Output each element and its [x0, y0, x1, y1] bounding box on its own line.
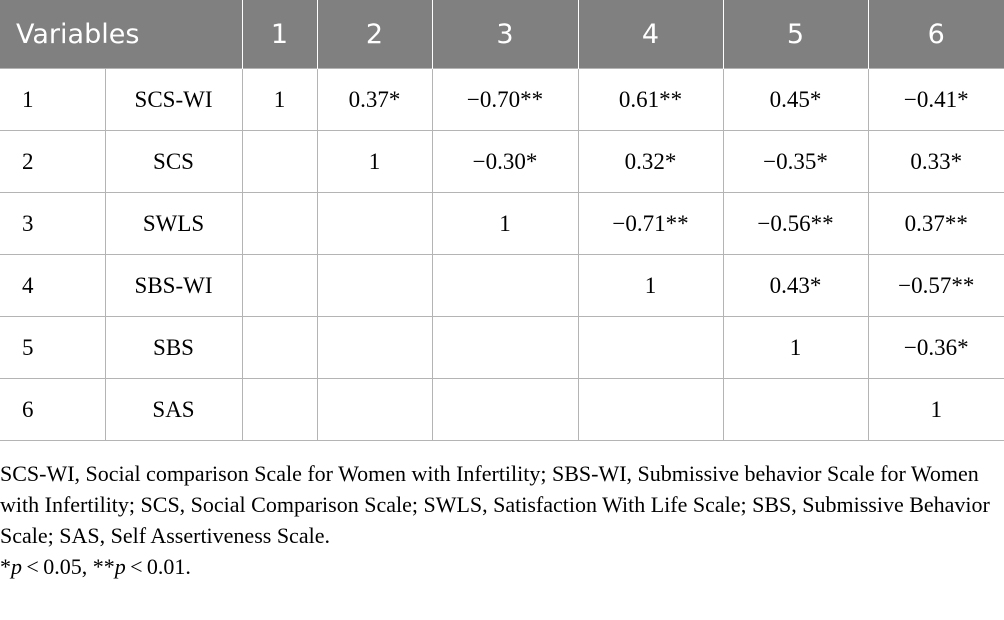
table-cell: 0.43*: [722, 254, 869, 317]
table-cell: [431, 254, 579, 317]
table-cell: −0.71**: [577, 192, 724, 255]
significance-note: *p < 0.05, **p < 0.01.: [0, 551, 990, 582]
table-cell: [431, 316, 579, 379]
table-cell: 1: [867, 378, 1004, 441]
table-cell: 0.45*: [722, 68, 869, 131]
table-row: 2 SCS 1 −0.30* 0.32* −0.35* 0.33*: [0, 130, 1004, 193]
p-symbol: p: [11, 554, 22, 579]
row-number: 2: [0, 130, 106, 193]
row-variable: SWLS: [104, 192, 243, 255]
table-cell: 0.37**: [867, 192, 1004, 255]
table-cell: [431, 378, 579, 441]
sig-star: *: [0, 554, 11, 579]
row-number: 3: [0, 192, 106, 255]
table-cell: −0.30*: [431, 130, 579, 193]
row-number: 5: [0, 316, 106, 379]
table-cell: 0.37*: [316, 68, 433, 131]
table-cell: 0.33*: [867, 130, 1004, 193]
table-cell: −0.35*: [722, 130, 869, 193]
header-col-3: 3: [431, 0, 579, 69]
p-symbol: p: [114, 554, 126, 579]
header-col-5: 5: [722, 0, 869, 69]
table-cell: 0.61**: [577, 68, 724, 131]
header-variables: Variables: [0, 0, 243, 69]
table-cell: −0.36*: [867, 316, 1004, 379]
table-cell: [316, 378, 433, 441]
row-variable: SCS: [104, 130, 243, 193]
header-col-4: 4: [577, 0, 724, 69]
table-cell: −0.70**: [431, 68, 579, 131]
row-number: 4: [0, 254, 106, 317]
table-cell: [722, 378, 869, 441]
correlation-table: Variables 1 2 3 4 5 6 1 SCS-WI 1 0.37* −…: [0, 0, 1004, 441]
table-cell: −0.56**: [722, 192, 869, 255]
row-variable: SBS: [104, 316, 243, 379]
table-row: 5 SBS 1 −0.36*: [0, 316, 1004, 379]
row-variable: SBS-WI: [104, 254, 243, 317]
row-variable: SAS: [104, 378, 243, 441]
table-cell: 1: [577, 254, 724, 317]
row-number: 6: [0, 378, 106, 441]
table-cell: [241, 378, 318, 441]
header-col-6: 6: [867, 0, 1004, 69]
table-cell: [241, 316, 318, 379]
table-cell: 1: [431, 192, 579, 255]
table-cell: [577, 378, 724, 441]
table-row: 6 SAS 1: [0, 378, 1004, 441]
table-cell: 0.32*: [577, 130, 724, 193]
abbreviations-note: SCS-WI, Social comparison Scale for Wome…: [0, 461, 990, 548]
table-cell: 1: [241, 68, 318, 131]
table-cell: 1: [722, 316, 869, 379]
header-col-1: 1: [241, 0, 318, 69]
table-row: 4 SBS-WI 1 0.43* −0.57**: [0, 254, 1004, 317]
table-cell: [241, 254, 318, 317]
header-col-2: 2: [316, 0, 433, 69]
sig-threshold-2: < 0.01.: [125, 554, 191, 579]
table-row: 1 SCS-WI 1 0.37* −0.70** 0.61** 0.45* −0…: [0, 68, 1004, 131]
table-cell: [241, 192, 318, 255]
table-cell: [316, 316, 433, 379]
table-cell: [316, 192, 433, 255]
table-cell: [241, 130, 318, 193]
sig-threshold-1: < 0.05, **: [22, 554, 115, 579]
row-variable: SCS-WI: [104, 68, 243, 131]
table-cell: −0.57**: [867, 254, 1004, 317]
table-cell: [577, 316, 724, 379]
table-header-row: Variables 1 2 3 4 5 6: [0, 0, 1004, 69]
row-number: 1: [0, 68, 106, 131]
table-cell: [316, 254, 433, 317]
table-cell: −0.41*: [867, 68, 1004, 131]
table-row: 3 SWLS 1 −0.71** −0.56** 0.37**: [0, 192, 1004, 255]
table-footnote: SCS-WI, Social comparison Scale for Wome…: [0, 458, 990, 582]
table-cell: 1: [316, 130, 433, 193]
